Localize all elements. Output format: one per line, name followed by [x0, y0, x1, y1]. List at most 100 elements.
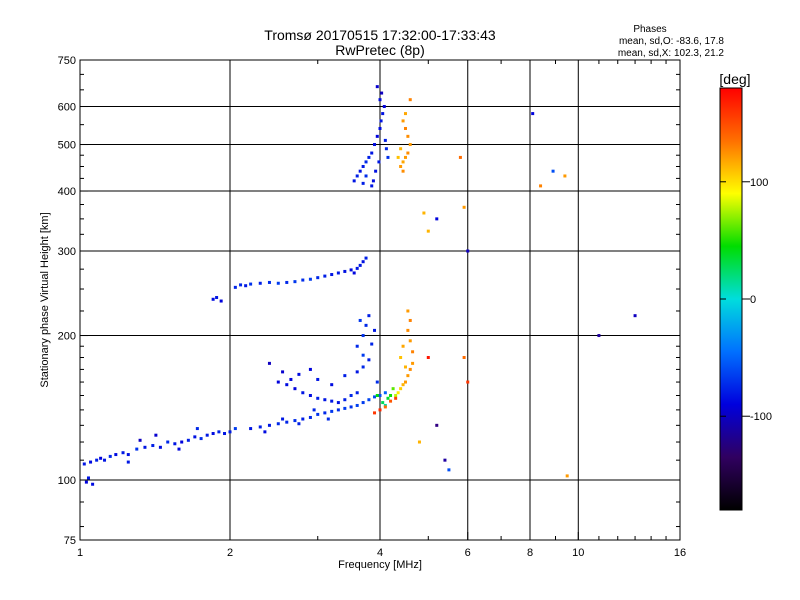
data-point	[91, 482, 95, 486]
data-point	[336, 408, 340, 412]
data-point	[343, 406, 347, 410]
data-point	[211, 432, 215, 436]
data-point	[355, 403, 359, 407]
data-point	[367, 314, 371, 318]
data-point	[399, 164, 403, 168]
data-point	[308, 367, 312, 371]
data-point	[301, 417, 305, 421]
data-point	[435, 217, 439, 221]
data-point	[323, 411, 327, 415]
data-point	[375, 134, 379, 138]
data-point	[84, 480, 88, 484]
data-point	[355, 344, 359, 348]
data-points	[82, 85, 637, 486]
data-point	[406, 134, 410, 138]
data-point	[384, 147, 388, 151]
data-point	[370, 151, 374, 155]
data-point	[399, 147, 403, 151]
data-point	[406, 374, 410, 378]
data-point	[403, 126, 407, 130]
y-tick-label: 600	[58, 102, 76, 114]
data-point	[406, 151, 410, 155]
data-point	[336, 271, 340, 275]
y-tick-label: 500	[58, 140, 76, 152]
data-point	[531, 112, 535, 116]
data-point	[267, 280, 271, 284]
data-point	[435, 423, 439, 427]
data-point	[391, 387, 395, 391]
data-point	[378, 126, 382, 130]
chart-subtitle: RwPretec (8p)	[335, 42, 424, 58]
data-point	[401, 119, 405, 123]
data-point	[219, 299, 223, 303]
data-point	[386, 155, 390, 159]
data-point	[458, 155, 462, 159]
legend-title: Phases	[633, 24, 666, 35]
data-point	[99, 456, 103, 460]
data-point	[389, 399, 393, 403]
data-point	[258, 425, 262, 429]
data-point	[95, 458, 99, 462]
data-point	[249, 427, 253, 431]
data-point	[297, 372, 301, 376]
colorbar-label: [deg]	[719, 71, 750, 87]
grid-lines	[80, 60, 680, 540]
data-point	[289, 377, 293, 381]
x-tick-label: 6	[465, 547, 471, 559]
data-point	[373, 411, 377, 415]
colorbar-tick-label: -100	[750, 411, 772, 423]
data-point	[408, 143, 412, 147]
data-point	[408, 98, 412, 102]
x-tick-label: 10	[572, 547, 584, 559]
data-point	[403, 365, 407, 369]
data-point	[383, 405, 387, 409]
data-point	[343, 398, 347, 402]
data-point	[352, 179, 356, 183]
data-point	[108, 454, 112, 458]
data-point	[565, 474, 569, 478]
data-point	[411, 350, 415, 354]
x-tick-label: 8	[527, 547, 533, 559]
chart-title: Tromsø 20170515 17:32:00-17:33:43	[264, 27, 496, 43]
data-point	[143, 445, 147, 449]
data-point	[293, 280, 297, 284]
data-point	[349, 405, 353, 409]
data-point	[330, 383, 334, 387]
data-point	[301, 391, 305, 395]
y-tick-label: 400	[58, 186, 76, 198]
data-point	[367, 398, 371, 402]
data-point	[349, 394, 353, 398]
data-point	[186, 438, 190, 442]
data-point	[103, 458, 107, 462]
data-point	[466, 249, 470, 253]
data-point	[377, 160, 381, 164]
data-point	[239, 283, 243, 287]
data-point	[443, 458, 447, 462]
data-point	[281, 417, 285, 421]
data-point	[396, 391, 400, 395]
x-tick-label: 4	[377, 547, 383, 559]
data-point	[316, 276, 320, 280]
data-point	[297, 422, 301, 426]
data-point	[308, 277, 312, 281]
data-point	[151, 444, 155, 448]
data-point	[258, 281, 262, 285]
data-point	[89, 460, 93, 464]
data-point	[361, 164, 365, 168]
data-point	[375, 380, 379, 384]
data-point	[403, 155, 407, 159]
data-point	[177, 447, 181, 451]
data-point	[293, 387, 297, 391]
data-point	[193, 435, 197, 439]
data-point	[158, 445, 162, 449]
data-point	[364, 160, 368, 164]
data-point	[228, 430, 232, 434]
data-point	[285, 420, 289, 424]
data-point	[323, 274, 327, 278]
data-point	[308, 415, 312, 419]
data-point	[343, 374, 347, 378]
data-point	[370, 342, 374, 346]
data-point	[396, 155, 400, 159]
data-point	[316, 412, 320, 416]
